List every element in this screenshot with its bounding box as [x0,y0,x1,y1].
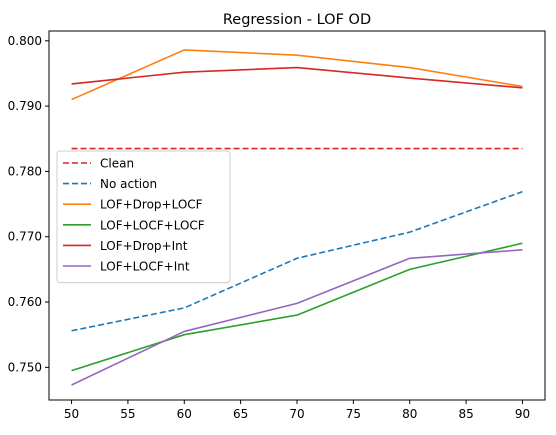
x-tick-label: 60 [177,407,192,421]
chart-title: Regression - LOF OD [223,12,371,28]
x-tick-label: 65 [233,407,248,421]
legend-label-2: LOF+Drop+LOCF [100,198,203,212]
legend-label-4: LOF+Drop+Int [100,239,188,253]
series-line-3 [71,242,523,372]
x-tick-label: 70 [289,407,304,421]
x-tick-label: 75 [346,407,361,421]
y-tick-label: 0.760 [8,295,42,309]
series-layer [71,49,523,386]
y-tick-label: 0.780 [8,164,42,178]
x-tick-label: 90 [515,407,530,421]
series-line-1 [71,190,523,332]
legend-label-5: LOF+LOCF+Int [100,260,190,274]
y-tick-label: 0.770 [8,230,42,244]
x-tick-label: 55 [120,407,135,421]
x-tick-label: 85 [458,407,473,421]
series-line-4 [71,66,523,89]
legend-label-0: Clean [100,157,134,171]
x-tick-label: 80 [402,407,417,421]
series-line-5 [71,248,523,386]
series-line-2 [71,49,523,101]
y-tick-label: 0.750 [8,360,42,374]
legend-box [56,150,231,284]
legend-label-3: LOF+LOCF+LOCF [100,218,205,232]
x-tick-label: 50 [64,407,79,421]
axis-layer: 50 55 60 65 70 75 80 85 90 0.750 0.760 0.770 0.780 0.… [8,34,530,421]
legend-label-1: No action [100,177,157,191]
y-tick-label: 0.790 [8,99,42,113]
legend: Clean No action LOF+Drop+LOCF LOF+LOCF+LOCF… [56,150,231,284]
y-tick-label: 0.800 [8,34,42,48]
